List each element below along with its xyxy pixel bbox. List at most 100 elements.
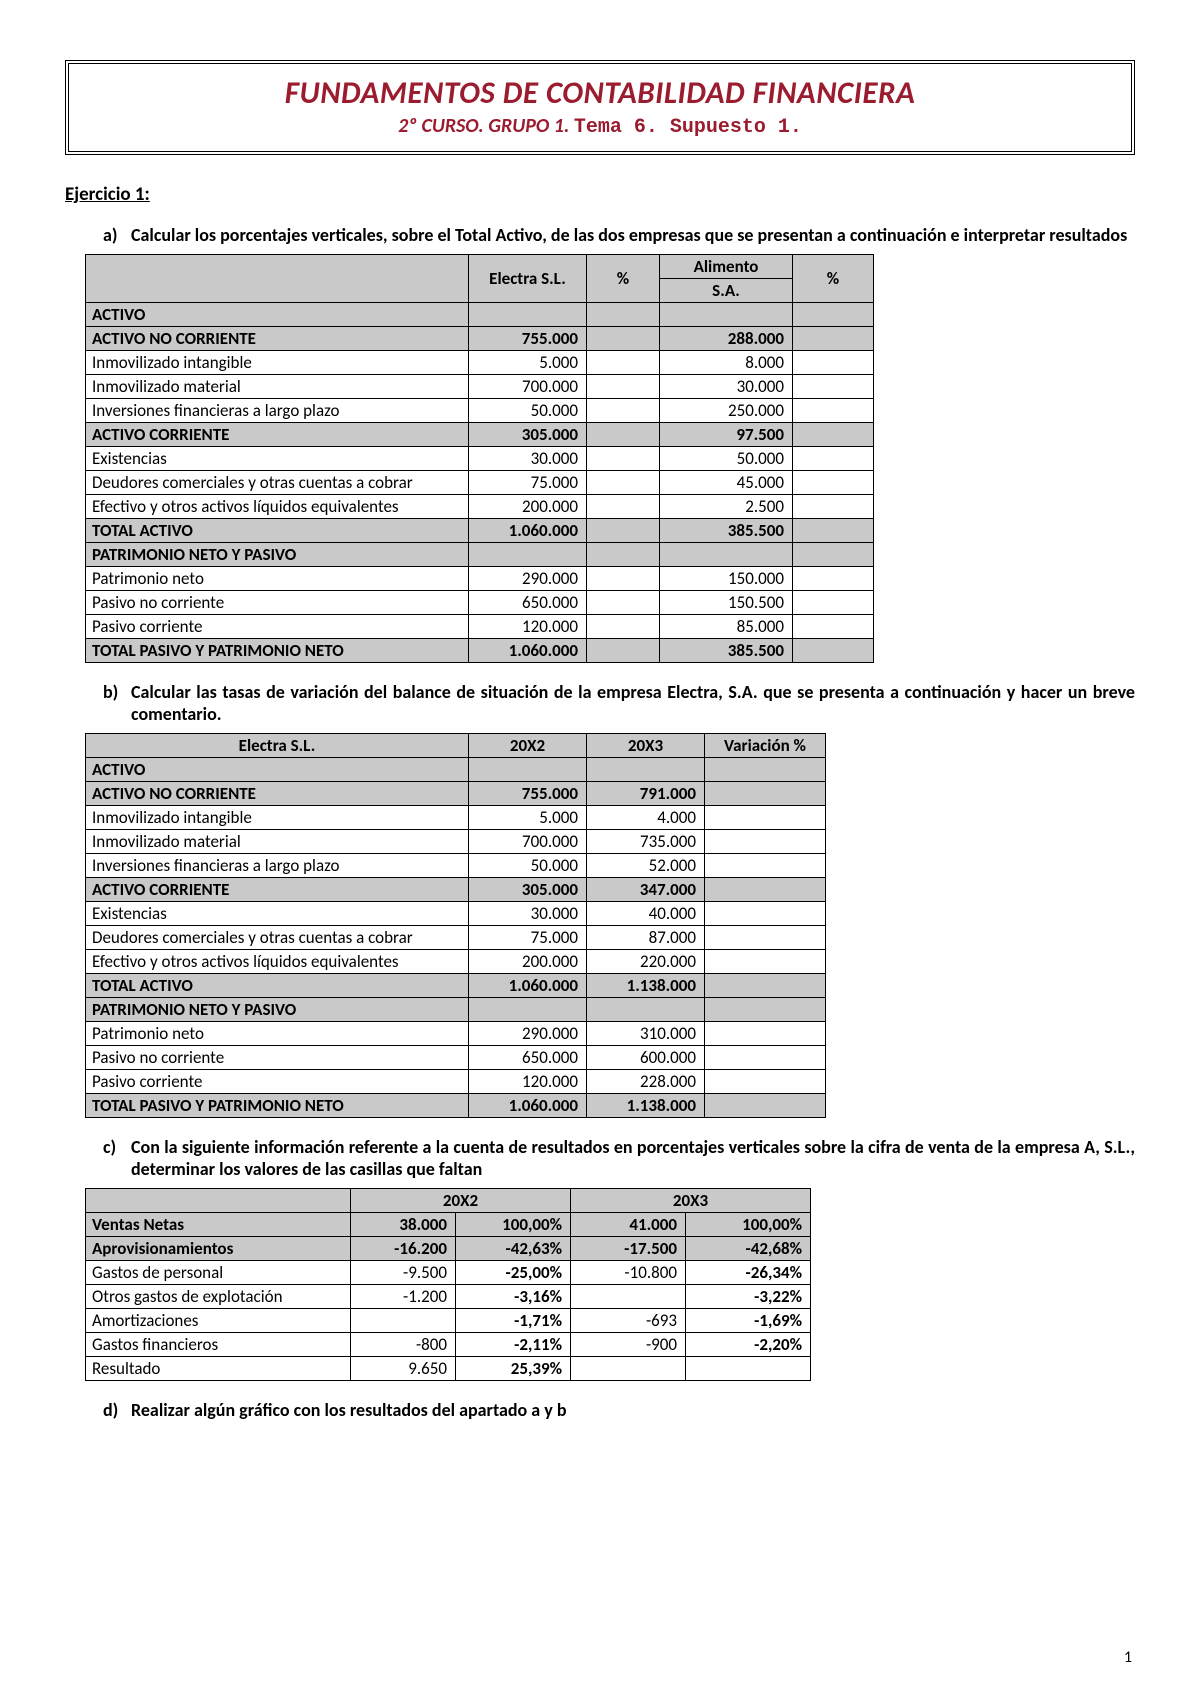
cell-value: 700.000 [469,375,587,399]
cell-value: 288.000 [660,327,793,351]
cell-percent: -1,69% [686,1309,811,1333]
cell-value: 50.000 [469,854,587,878]
table-row: Inmovilizado intangible5.0004.000 [86,806,826,830]
cell-value: -693 [571,1309,686,1333]
col-header: % [793,255,874,303]
table-row: Patrimonio neto290.000310.000 [86,1022,826,1046]
row-label: TOTAL PASIVO Y PATRIMONIO NETO [86,639,469,663]
row-label: PATRIMONIO NETO Y PASIVO [86,998,469,1022]
cell-variation [705,1070,826,1094]
cell-percent [793,615,874,639]
cell-value: 50.000 [660,447,793,471]
cell-value: 1.060.000 [469,1094,587,1118]
cell-percent [587,351,660,375]
subtitle-course: 2º CURSO. GRUPO 1. [398,114,569,138]
row-label: Pasivo no corriente [86,591,469,615]
cell-value: 38.000 [351,1213,456,1237]
cell-percent [793,351,874,375]
row-label: ACTIVO CORRIENTE [86,878,469,902]
cell-percent: -3,16% [456,1285,571,1309]
cell-value: 385.500 [660,639,793,663]
row-label: Inmovilizado intangible [86,806,469,830]
cell-value: 5.000 [469,806,587,830]
table-row: Ventas Netas38.000100,00%41.000100,00% [86,1213,811,1237]
item-text: Realizar algún gráfico con los resultado… [131,1399,1135,1421]
cell-variation [705,854,826,878]
cell-value [351,1309,456,1333]
cell-value: 700.000 [469,830,587,854]
col-header: S.A. [660,279,793,303]
cell-value [469,303,587,327]
cell-percent [587,639,660,663]
cell-value: -900 [571,1333,686,1357]
col-header: Alimento [660,255,793,279]
item-text: Con la siguiente información referente a… [131,1136,1135,1180]
row-label: ACTIVO [86,303,469,327]
cell-value: 41.000 [571,1213,686,1237]
table-row: Pasivo no corriente650.000150.500 [86,591,874,615]
cell-value: 220.000 [587,950,705,974]
cell-value: 97.500 [660,423,793,447]
cell-value: 150.500 [660,591,793,615]
table-row: ACTIVO NO CORRIENTE755.000 288.000 [86,327,874,351]
cell-value: 5.000 [469,351,587,375]
row-label: Ventas Netas [86,1213,351,1237]
cell-percent [793,327,874,351]
cell-value: 1.138.000 [587,1094,705,1118]
table-row: TOTAL PASIVO Y PATRIMONIO NETO1.060.0001… [86,1094,826,1118]
item-d: d) Realizar algún gráfico con los result… [103,1399,1135,1421]
page-subtitle: 2º CURSO. GRUPO 1. Tema 6. Supuesto 1. [89,114,1111,139]
table-row: Inversiones financieras a largo plazo50.… [86,399,874,423]
cell-value: 75.000 [469,471,587,495]
cell-value [571,1357,686,1381]
table-row: Otros gastos de explotación-1.200-3,16%-… [86,1285,811,1309]
cell-percent [587,615,660,639]
cell-value: 1.138.000 [587,974,705,998]
cell-value [469,758,587,782]
cell-percent [587,375,660,399]
item-c: c) Con la siguiente información referent… [103,1136,1135,1180]
row-label: Patrimonio neto [86,1022,469,1046]
cell-percent [587,447,660,471]
row-label: Existencias [86,447,469,471]
row-label: Resultado [86,1357,351,1381]
cell-value [571,1285,686,1309]
row-label: Amortizaciones [86,1309,351,1333]
cell-percent [587,567,660,591]
cell-percent: 100,00% [686,1213,811,1237]
col-header [86,255,469,303]
cell-value: 310.000 [587,1022,705,1046]
cell-percent [793,303,874,327]
table-row: Inmovilizado intangible5.0008.000 [86,351,874,375]
table-row: Aprovisionamientos-16.200-42,63%-17.500-… [86,1237,811,1261]
table-row: ACTIVO CORRIENTE305.00097.500 [86,423,874,447]
cell-value: 9.650 [351,1357,456,1381]
cell-value: 735.000 [587,830,705,854]
row-label: ACTIVO NO CORRIENTE [86,327,469,351]
cell-variation [705,758,826,782]
table-row: Gastos de personal-9.500-25,00%-10.800-2… [86,1261,811,1285]
col-header: 20X2 [469,734,587,758]
table-row: TOTAL ACTIVO1.060.0001.138.000 [86,974,826,998]
cell-variation [705,1094,826,1118]
row-label: ACTIVO CORRIENTE [86,423,469,447]
cell-value: -9.500 [351,1261,456,1285]
table-row: TOTAL ACTIVO1.060.000385.500 [86,519,874,543]
cell-value: 755.000 [469,782,587,806]
col-header: 20X2 [351,1189,571,1213]
item-b: b) Calcular las tasas de variación del b… [103,681,1135,725]
cell-percent [793,495,874,519]
cell-value: 85.000 [660,615,793,639]
cell-percent [793,399,874,423]
row-label: Patrimonio neto [86,567,469,591]
cell-value: 385.500 [660,519,793,543]
cell-percent [793,471,874,495]
cell-value: 150.000 [660,567,793,591]
table-row: Deudores comerciales y otras cuentas a c… [86,471,874,495]
cell-value [587,998,705,1022]
cell-value: 600.000 [587,1046,705,1070]
row-label: Gastos de personal [86,1261,351,1285]
cell-percent [793,375,874,399]
item-letter: b) [103,681,131,725]
cell-value: 755.000 [469,327,587,351]
